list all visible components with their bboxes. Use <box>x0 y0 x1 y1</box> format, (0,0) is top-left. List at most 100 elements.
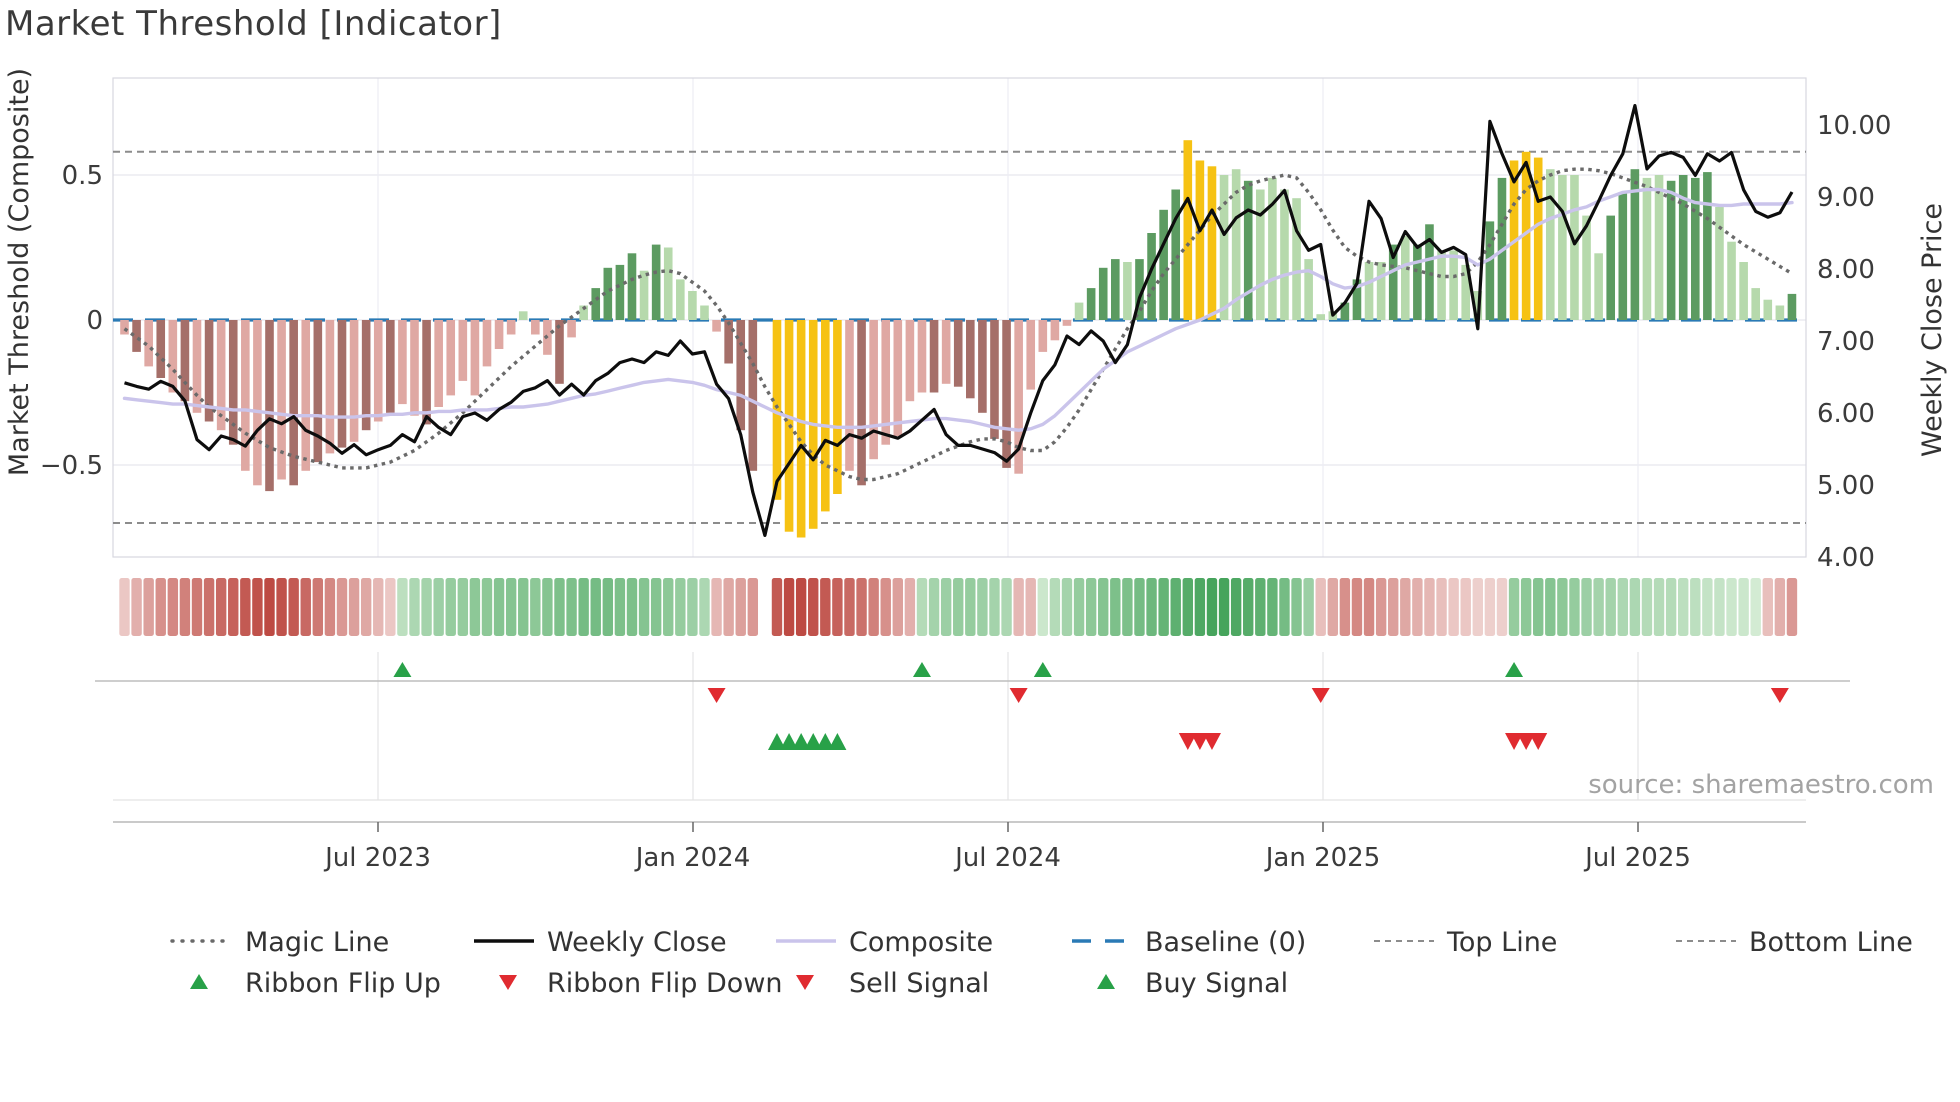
composite-bar <box>1074 302 1084 320</box>
composite-bar <box>1606 215 1616 320</box>
composite-bar <box>917 320 927 393</box>
legend-label-composite: Composite <box>849 927 993 958</box>
ribbon-cell <box>820 578 831 636</box>
composite-bar <box>228 320 238 445</box>
ribbon-cell <box>868 578 879 636</box>
sell-signal-marker <box>1190 733 1209 750</box>
composite-bar <box>192 320 202 413</box>
composite-bar <box>1775 305 1785 320</box>
y-right-tick-9: 9.00 <box>1817 183 1875 213</box>
ribbon-cell <box>179 578 191 636</box>
ribbon-cell <box>1001 578 1012 636</box>
buy-signal-marker <box>828 733 847 750</box>
ribbon-cell <box>1218 578 1230 636</box>
ribbon-cell <box>1122 578 1133 636</box>
ribbon-cell <box>1230 578 1242 636</box>
composite-bar <box>1388 244 1398 320</box>
ribbon-cell <box>1750 578 1761 636</box>
ribbon-cell <box>1641 578 1653 636</box>
composite-bar <box>1038 320 1048 352</box>
ribbon-cell <box>578 578 589 636</box>
ribbon-cell <box>1774 578 1786 636</box>
composite-bar <box>1594 253 1603 320</box>
composite-bar <box>1304 259 1313 320</box>
ribbon-cell <box>155 578 166 636</box>
ribbon-cell <box>699 578 710 636</box>
ribbon-cell <box>469 578 481 636</box>
composite-bar <box>434 320 443 407</box>
ribbon-cell <box>554 578 565 636</box>
composite-bar <box>796 320 806 538</box>
sell-signal-marker <box>1517 733 1536 750</box>
ribbon-cell <box>1170 578 1181 636</box>
composite-bar <box>615 264 625 320</box>
ribbon-cell <box>1508 578 1520 636</box>
ribbon-cell <box>1545 578 1556 636</box>
ribbon-cell <box>1061 578 1073 636</box>
composite-bar <box>1219 175 1229 320</box>
ribbon-cell <box>1339 578 1351 636</box>
ribbon-cell <box>1593 578 1604 636</box>
ribbon-cell <box>965 578 976 636</box>
ribbon-cell <box>1194 578 1206 636</box>
ribbon-cell <box>119 578 130 636</box>
buy-signal-marker <box>780 733 799 750</box>
ribbon-cell <box>1073 578 1085 636</box>
composite-bar <box>156 320 166 378</box>
ribbon-cell <box>650 578 662 636</box>
ribbon-flip-down-marker <box>1311 688 1330 703</box>
composite-bar <box>1352 279 1362 320</box>
y-right-tick-7: 7.00 <box>1817 327 1875 357</box>
composite-bar <box>1787 293 1797 320</box>
composite-bar <box>941 320 951 384</box>
ribbon-cell <box>771 578 783 636</box>
composite-bar <box>1195 160 1205 320</box>
ribbon-cell <box>1617 578 1628 636</box>
composite-bar <box>1050 320 1060 341</box>
ribbon-cell <box>1255 578 1266 636</box>
ribbon-cell <box>1557 578 1568 636</box>
composite-bar <box>772 320 782 500</box>
sell-signal-marker <box>1202 733 1221 750</box>
composite-bar <box>1666 180 1676 320</box>
composite-bar <box>1111 259 1120 320</box>
composite-bar <box>1292 198 1301 320</box>
ribbon-cell <box>457 578 469 636</box>
ribbon-cell <box>1206 578 1218 636</box>
composite-bar <box>978 320 987 413</box>
ribbon-cell <box>530 578 541 636</box>
composite-bar <box>700 305 709 320</box>
ribbon-cell <box>143 578 154 636</box>
composite-bar <box>241 320 250 471</box>
composite-bar <box>1521 151 1531 320</box>
ribbon-cell <box>1158 578 1169 636</box>
ribbon-flip-up-marker <box>1033 662 1052 677</box>
ribbon-flip-up-marker <box>912 662 931 677</box>
ribbon-cell <box>1351 578 1363 636</box>
ribbon-cell <box>1327 578 1338 636</box>
ribbon-cell <box>433 578 444 636</box>
composite-bar <box>337 320 347 448</box>
ribbon-cell <box>312 578 324 636</box>
composite-bar <box>470 320 480 396</box>
composite-bar <box>893 320 903 436</box>
composite-bar <box>833 320 842 494</box>
composite-bar <box>1413 244 1422 320</box>
sell-signal-icon <box>796 975 814 990</box>
ribbon-cell <box>614 578 626 636</box>
composite-bar <box>253 320 262 486</box>
composite-bar <box>132 320 141 352</box>
legend-label-bottom-line: Bottom Line <box>1749 927 1913 958</box>
ribbon-cell <box>1472 578 1483 636</box>
ribbon-cell <box>1303 578 1314 636</box>
composite-bar <box>929 320 939 393</box>
composite-bar <box>1630 169 1640 320</box>
legend-label-baseline: Baseline (0) <box>1145 927 1306 958</box>
composite-bar <box>277 320 286 480</box>
ribbon-cell <box>1110 578 1121 636</box>
ribbon-cell <box>916 578 928 636</box>
ribbon-cell <box>880 578 891 636</box>
composite-bar <box>518 311 528 320</box>
ribbon-cell <box>904 578 916 636</box>
ribbon-cell <box>783 578 795 636</box>
